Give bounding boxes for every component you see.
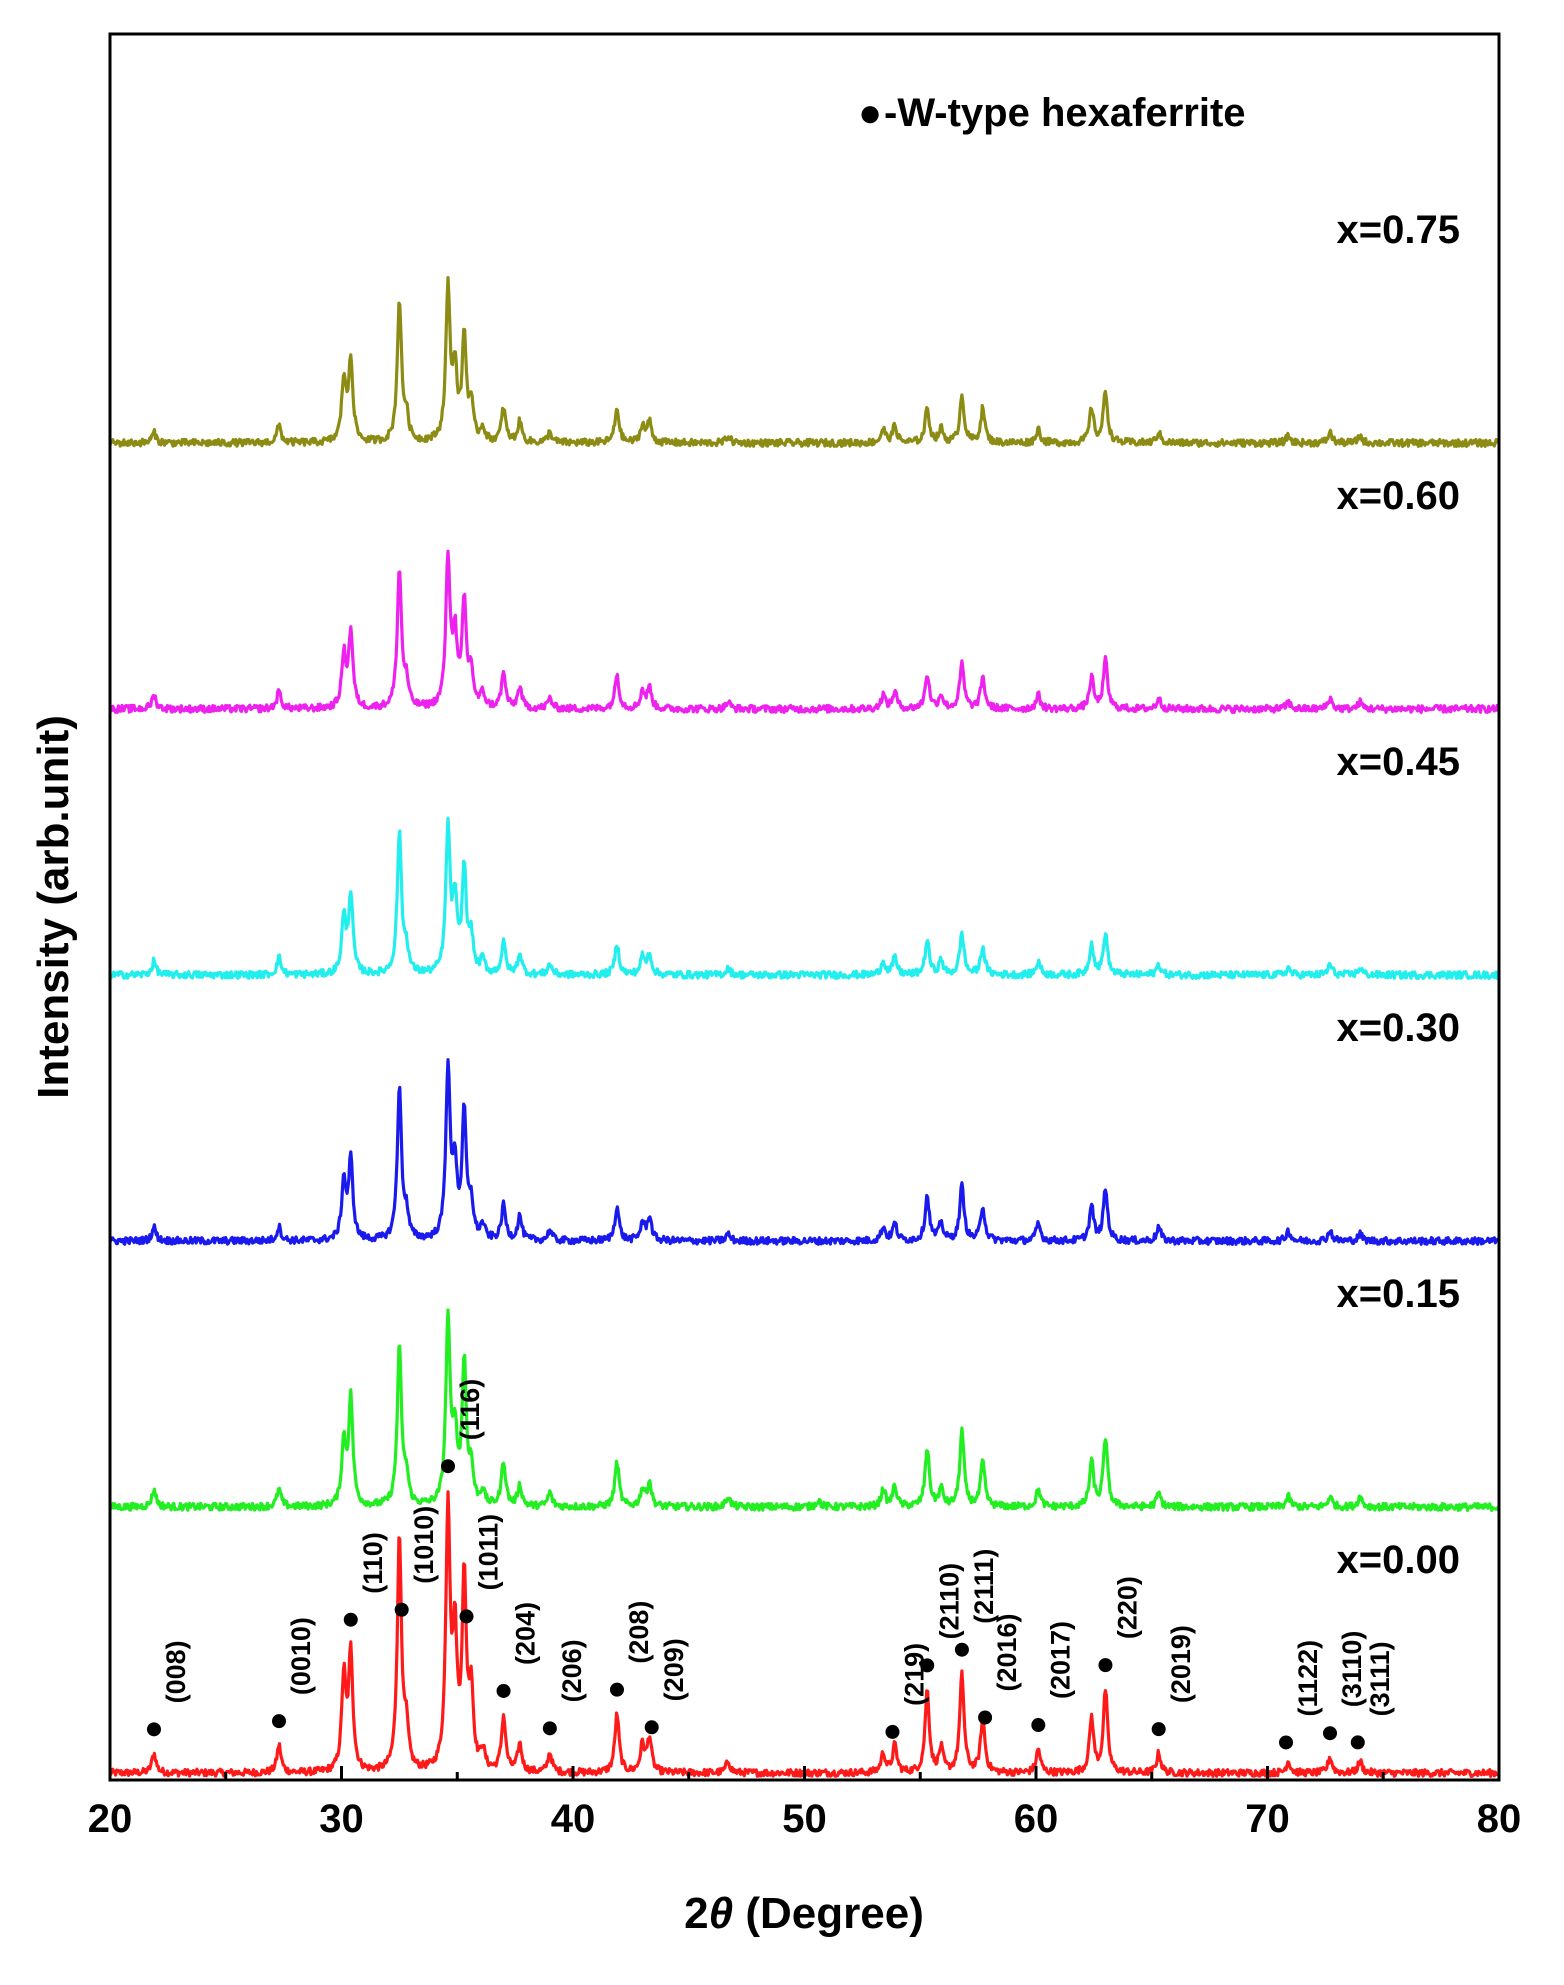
x-tick-label: 30	[319, 1797, 364, 1841]
hkl-marker	[146, 1722, 161, 1737]
series-label: x=0.75	[1337, 208, 1460, 252]
legend-marker: ●	[858, 91, 882, 135]
hkl-text: (219)	[900, 1643, 930, 1706]
hkl-text: (116)	[455, 1379, 485, 1441]
hkl-label-(206): (206)	[542, 1639, 587, 1736]
hkl-text: (1011)	[474, 1514, 504, 1591]
hkl-label-(2111): (2111)	[954, 1549, 999, 1657]
hkl-label-(008): (008)	[146, 1640, 191, 1737]
series-line	[108, 276, 1501, 448]
hkl-text: (1010)	[409, 1506, 439, 1584]
series-label: x=0.45	[1337, 740, 1460, 784]
series-x=0.30: x=0.30	[108, 1006, 1501, 1246]
series-line	[108, 1308, 1501, 1512]
hkl-label-(1010): (1010)	[394, 1506, 439, 1617]
series-x=0.45: x=0.45	[108, 740, 1501, 980]
series-x=0.75: x=0.75	[108, 208, 1501, 448]
hkl-marker	[1098, 1658, 1113, 1673]
series-line	[108, 549, 1501, 714]
hkl-marker	[459, 1609, 474, 1624]
series-x=0.60: x=0.60	[108, 474, 1501, 714]
hkl-text: (220)	[1113, 1576, 1143, 1639]
hkl-text: (2111)	[969, 1549, 999, 1624]
hkl-label-(209): (209)	[644, 1638, 689, 1735]
x-axis-title: 2θ (Degree)	[684, 1889, 924, 1938]
legend: ● -W-type hexaferrite	[858, 91, 1246, 135]
series-label: x=0.15	[1337, 1272, 1460, 1316]
hkl-text: (0010)	[286, 1617, 316, 1695]
hkl-marker	[885, 1724, 900, 1739]
hkl-text: (206)	[557, 1639, 587, 1702]
hkl-marker	[343, 1612, 358, 1627]
series-label: x=0.30	[1337, 1006, 1460, 1050]
hkl-label-(219): (219)	[885, 1643, 930, 1739]
hkl-text: (2019)	[1166, 1625, 1196, 1703]
x-tick-label: 50	[782, 1797, 827, 1841]
hkl-marker	[1151, 1722, 1166, 1737]
hkl-marker	[394, 1602, 409, 1617]
hkl-text: (2017)	[1045, 1621, 1075, 1699]
hkl-marker	[1323, 1726, 1338, 1741]
hkl-label-(1011): (1011)	[459, 1514, 504, 1624]
hkl-text: (110)	[358, 1532, 388, 1594]
hkl-label-(2016): (2016)	[978, 1613, 1022, 1725]
hkl-marker	[496, 1683, 511, 1698]
hkl-text: (2016)	[992, 1613, 1022, 1691]
theta-symbol: θ	[709, 1889, 734, 1938]
hkl-labels-layer: (008) (0010) (110) (1010) (116) (1011)(204) (2…	[146, 1379, 1395, 1750]
hkl-label-(220): (220)	[1098, 1576, 1143, 1673]
hkl-text: (204)	[511, 1602, 541, 1665]
hkl-text: (208)	[624, 1601, 654, 1664]
hkl-marker	[978, 1710, 993, 1725]
hkl-text: (1122)	[1293, 1640, 1323, 1717]
legend-text: -W-type hexaferrite	[884, 91, 1246, 135]
series-layer: x=0.00 x=0.15 x=0.30 x=0.45 x=0.60 x=0.75	[108, 208, 1501, 1778]
x-ticks-layer: 20 30 40 50 60 70 80	[88, 1766, 1522, 1841]
series-label: x=0.60	[1337, 474, 1460, 518]
hkl-label-(0010): (0010)	[271, 1617, 316, 1729]
hkl-label-(2110): (2110)	[920, 1563, 964, 1673]
hkl-marker	[440, 1459, 455, 1474]
hkl-marker	[542, 1721, 557, 1736]
hkl-marker	[1031, 1718, 1046, 1733]
hkl-label-(116): (116)	[440, 1379, 485, 1474]
hkl-text: (3111)	[1365, 1641, 1395, 1716]
hkl-marker	[1350, 1735, 1365, 1750]
hkl-label-(208): (208)	[609, 1601, 654, 1697]
series-label: x=0.00	[1337, 1538, 1460, 1582]
hkl-marker	[954, 1642, 969, 1657]
hkl-label-(204): (204)	[496, 1602, 541, 1698]
x-tick-label: 80	[1477, 1797, 1522, 1841]
hkl-label-(1122): (1122)	[1279, 1640, 1323, 1750]
x-tick-label: 40	[551, 1797, 596, 1841]
hkl-marker	[920, 1658, 935, 1673]
series-line	[108, 1058, 1501, 1246]
hkl-label-(2019): (2019)	[1151, 1625, 1196, 1737]
series-x=0.15: x=0.15	[108, 1272, 1501, 1512]
hkl-text: (3110)	[1337, 1631, 1367, 1708]
hkl-marker	[644, 1720, 659, 1735]
hkl-label-(3110): (3110)	[1323, 1631, 1367, 1741]
x-tick-label: 60	[1014, 1797, 1059, 1841]
hkl-marker	[1279, 1735, 1294, 1750]
hkl-label-(2017): (2017)	[1031, 1621, 1075, 1733]
x-tick-label: 70	[1245, 1797, 1290, 1841]
hkl-label-(3111): (3111)	[1350, 1641, 1395, 1750]
hkl-marker	[609, 1682, 624, 1697]
hkl-text: (2110)	[934, 1563, 964, 1640]
hkl-text: (008)	[161, 1640, 191, 1703]
y-axis-title: Intensity (arb.unit)	[29, 715, 78, 1099]
hkl-label-(110): (110)	[343, 1532, 388, 1627]
series-line	[108, 816, 1501, 980]
hkl-marker	[271, 1714, 286, 1729]
x-tick-label: 20	[88, 1797, 133, 1841]
hkl-text: (209)	[659, 1638, 689, 1701]
